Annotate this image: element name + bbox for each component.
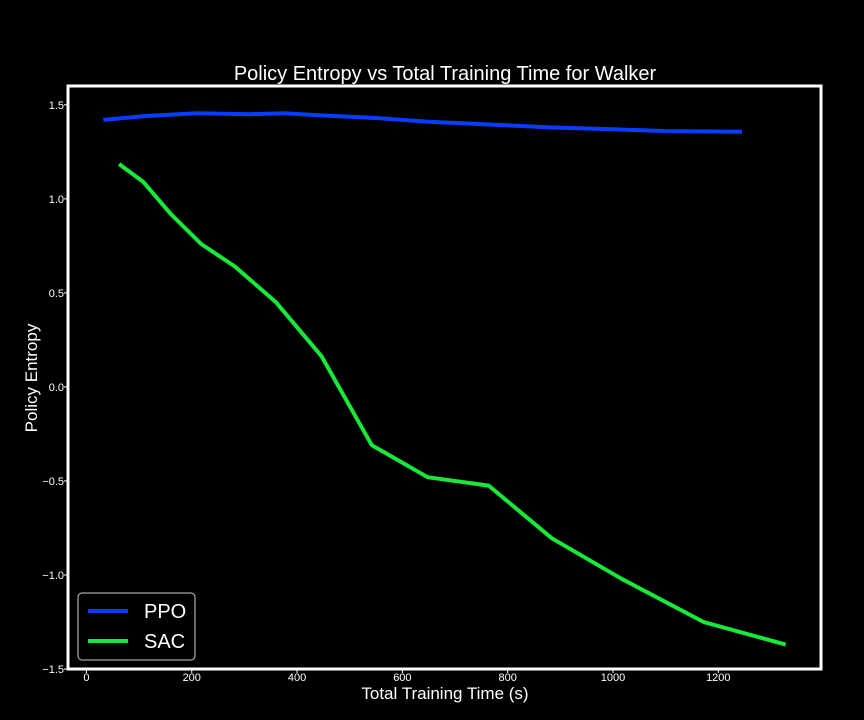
y-axis: 1.5 1.0 0.5 0.0 −0.5 −1.0 −1.5 — [42, 100, 68, 676]
x-tick-label: 600 — [393, 672, 411, 684]
x-tick-label: 200 — [183, 672, 201, 684]
y-tick-label: 0.0 — [49, 382, 64, 394]
x-tick-label: 1000 — [601, 672, 625, 684]
plot-area — [103, 111, 787, 647]
x-tick-label: 800 — [499, 672, 517, 684]
y-tick-label: −0.5 — [42, 476, 64, 488]
x-axis: 0 200 400 600 800 1000 1200 — [83, 669, 731, 684]
chart-title: Policy Entropy vs Total Training Time fo… — [234, 63, 657, 85]
y-axis-label: Policy Entropy — [22, 323, 41, 432]
y-tick-label: −1.5 — [42, 664, 64, 676]
plot-frame — [66, 84, 823, 671]
series-line-sac — [117, 162, 787, 647]
y-tick-label: 1.5 — [49, 100, 64, 112]
x-tick-label: 0 — [83, 672, 89, 684]
y-tick-label: 1.0 — [49, 194, 64, 206]
series-line-ppo — [103, 111, 743, 134]
x-axis-label: Total Training Time (s) — [361, 684, 528, 703]
y-tick-label: 0.5 — [49, 288, 64, 300]
legend: PPO SAC — [77, 592, 196, 661]
legend-label-sac: SAC — [144, 631, 185, 653]
x-tick-label: 400 — [288, 672, 306, 684]
x-tick-label: 1200 — [706, 672, 730, 684]
y-tick-label: −1.0 — [42, 570, 64, 582]
legend-label-ppo: PPO — [144, 601, 186, 623]
